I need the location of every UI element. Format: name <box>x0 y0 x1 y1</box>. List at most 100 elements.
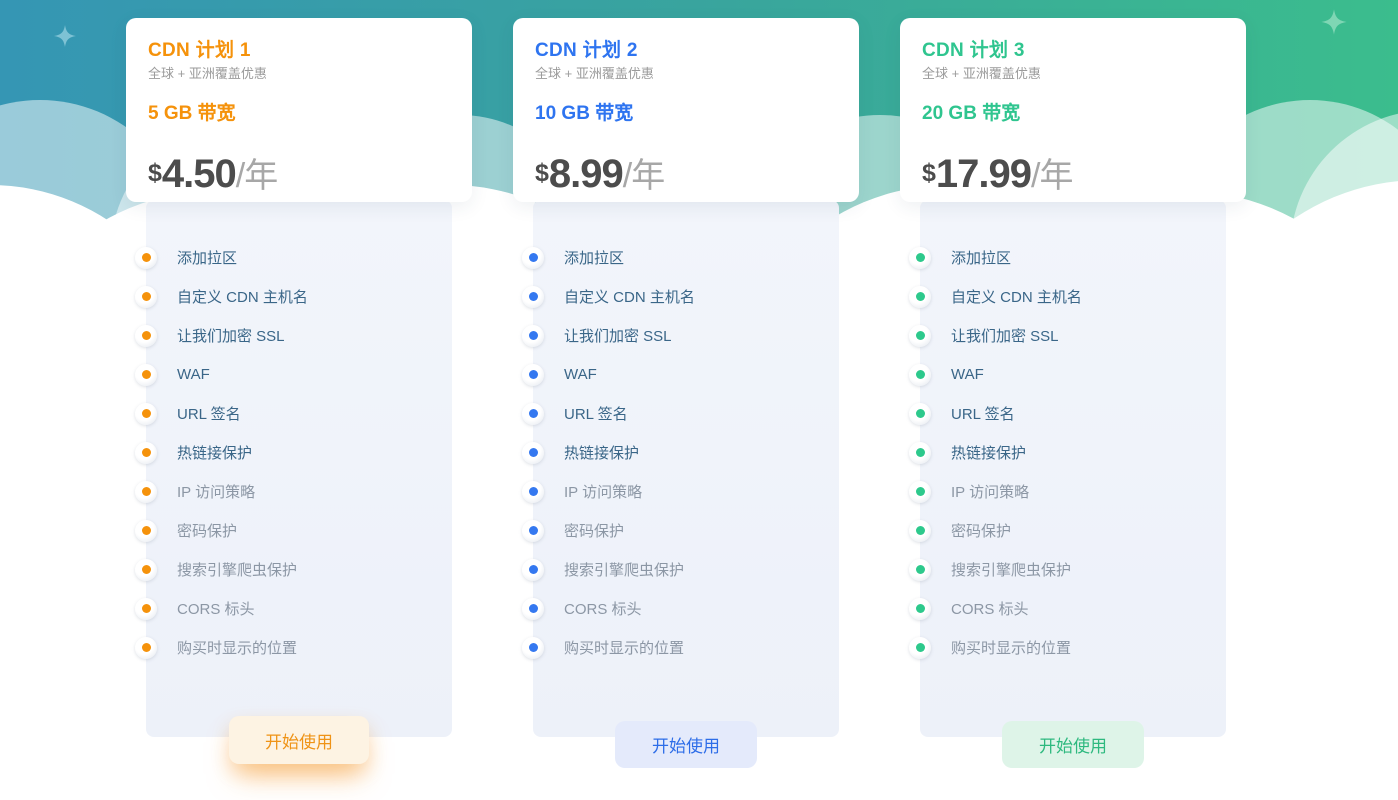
bullet-icon <box>522 285 544 308</box>
cta-button[interactable]: 开始使用 <box>615 721 757 768</box>
cta-button[interactable]: 开始使用 <box>1002 721 1144 768</box>
feature-item: URL 签名 <box>909 394 1226 433</box>
feature-label: 让我们加密 SSL <box>951 328 1059 345</box>
feature-label: IP 访问策略 <box>564 484 643 501</box>
feature-item: CORS 标头 <box>909 589 1226 628</box>
feature-label: 热链接保护 <box>564 445 640 462</box>
feature-label: 购买时显示的位置 <box>951 640 1072 657</box>
feature-list: 添加拉区自定义 CDN 主机名 让我们加密 SSL WAF URL 签名热链接保护 IP… <box>909 200 1226 667</box>
cta-button[interactable]: 开始使用 <box>229 716 369 764</box>
feature-item: 搜索引擎爬虫保护 <box>522 550 839 589</box>
feature-item: WAF <box>909 355 1226 394</box>
plan-title: CDN 计划 1 <box>148 40 251 61</box>
bullet-icon <box>522 558 544 581</box>
price-period: /年 <box>1031 157 1073 195</box>
feature-item: 添加拉区 <box>909 238 1226 277</box>
feature-item: IP 访问策略 <box>909 472 1226 511</box>
bullet-icon <box>522 519 544 542</box>
feature-item: 让我们加密 SSL <box>135 316 452 355</box>
feature-label: 搜索引擎爬虫保护 <box>177 562 298 579</box>
bullet-icon <box>909 636 931 659</box>
feature-label: WAF <box>564 366 597 383</box>
bullet-icon <box>909 519 931 542</box>
plan-title: CDN 计划 3 <box>922 40 1025 61</box>
plan-subtitle: 全球 + 亚洲覆盖优惠 <box>148 66 267 81</box>
feature-label: 密码保护 <box>177 523 238 540</box>
feature-item: 购买时显示的位置 <box>135 628 452 667</box>
plan-bandwidth: 10 GB 带宽 <box>535 103 634 124</box>
bullet-icon <box>909 441 931 464</box>
feature-item: 搜索引擎爬虫保护 <box>909 550 1226 589</box>
feature-item: 密码保护 <box>135 511 452 550</box>
feature-label: 密码保护 <box>564 523 625 540</box>
bullet-icon <box>135 480 157 503</box>
feature-label: IP 访问策略 <box>951 484 1030 501</box>
feature-label: 自定义 CDN 主机名 <box>564 289 695 306</box>
plan-bandwidth: 20 GB 带宽 <box>922 103 1021 124</box>
feature-item: 购买时显示的位置 <box>522 628 839 667</box>
plan-subtitle: 全球 + 亚洲覆盖优惠 <box>922 66 1041 81</box>
bullet-icon <box>909 402 931 425</box>
plan-header-card: CDN 计划 2 全球 + 亚洲覆盖优惠 10 GB 带宽 $8.99/年 <box>513 18 859 202</box>
plan-card-2: CDN 计划 2 全球 + 亚洲覆盖优惠 10 GB 带宽 $8.99/年 添加… <box>513 0 859 800</box>
feature-item: WAF <box>522 355 839 394</box>
feature-label: URL 签名 <box>564 406 628 423</box>
feature-label: 让我们加密 SSL <box>177 328 285 345</box>
feature-item: URL 签名 <box>135 394 452 433</box>
feature-label: 让我们加密 SSL <box>564 328 672 345</box>
feature-label: 热链接保护 <box>951 445 1027 462</box>
feature-label: CORS 标头 <box>177 601 255 618</box>
price-amount: 17.99 <box>935 152 1032 196</box>
price-period: /年 <box>235 157 278 195</box>
plan-subtitle: 全球 + 亚洲覆盖优惠 <box>535 66 654 81</box>
bullet-icon <box>135 363 157 386</box>
feature-item: 添加拉区 <box>135 238 452 277</box>
feature-item: 热链接保护 <box>135 433 452 472</box>
price-period: /年 <box>622 157 665 195</box>
feature-label: IP 访问策略 <box>177 484 256 501</box>
feature-label: 自定义 CDN 主机名 <box>951 289 1082 306</box>
feature-item: 自定义 CDN 主机名 <box>135 277 452 316</box>
bullet-icon <box>909 285 931 308</box>
feature-item: 密码保护 <box>522 511 839 550</box>
plan-title: CDN 计划 2 <box>535 40 638 61</box>
sparkle-left-icon <box>54 25 76 47</box>
price-currency: $ <box>922 159 936 187</box>
feature-label: WAF <box>177 366 210 383</box>
plan-price: $4.50/年 <box>148 148 450 197</box>
plan-price: $17.99/年 <box>922 148 1224 197</box>
feature-label: CORS 标头 <box>564 601 642 618</box>
sparkle-right-icon <box>1321 9 1347 35</box>
bullet-icon <box>522 363 544 386</box>
feature-item: IP 访问策略 <box>522 472 839 511</box>
bullet-icon <box>522 597 544 620</box>
bullet-icon <box>135 597 157 620</box>
feature-panel: 添加拉区 自定义 CDN 主机名让我们加密 SSL WAF URL 签名热链接保护 IP… <box>135 200 452 737</box>
bullet-icon <box>135 402 157 425</box>
bullet-icon <box>522 441 544 464</box>
feature-label: 热链接保护 <box>177 445 253 462</box>
feature-label: WAF <box>951 366 984 383</box>
feature-label: CORS 标头 <box>951 601 1029 618</box>
bullet-icon <box>135 441 157 464</box>
feature-item: URL 签名 <box>522 394 839 433</box>
bullet-icon <box>909 363 931 386</box>
price-amount: 8.99 <box>548 152 624 196</box>
price-currency: $ <box>148 159 162 187</box>
plan-header-card: CDN 计划 1 全球 + 亚洲覆盖优惠 5 GB 带宽 $4.50/年 <box>126 18 472 202</box>
feature-item: 让我们加密 SSL <box>909 316 1226 355</box>
feature-item: 自定义 CDN 主机名 <box>909 277 1226 316</box>
bullet-icon <box>135 636 157 659</box>
feature-label: 添加拉区 <box>564 250 625 267</box>
feature-panel: 添加拉区自定义 CDN 主机名 让我们加密 SSL WAF URL 签名热链接保护 IP… <box>909 200 1226 737</box>
bullet-icon <box>909 246 931 269</box>
bullet-icon <box>135 285 157 308</box>
feature-label: 搜索引擎爬虫保护 <box>564 562 685 579</box>
bullet-icon <box>522 480 544 503</box>
feature-item: 热链接保护 <box>909 433 1226 472</box>
feature-item: 搜索引擎爬虫保护 <box>135 550 452 589</box>
bullet-icon <box>135 519 157 542</box>
feature-item: 热链接保护 <box>522 433 839 472</box>
feature-item: IP 访问策略 <box>135 472 452 511</box>
bullet-icon <box>522 246 544 269</box>
